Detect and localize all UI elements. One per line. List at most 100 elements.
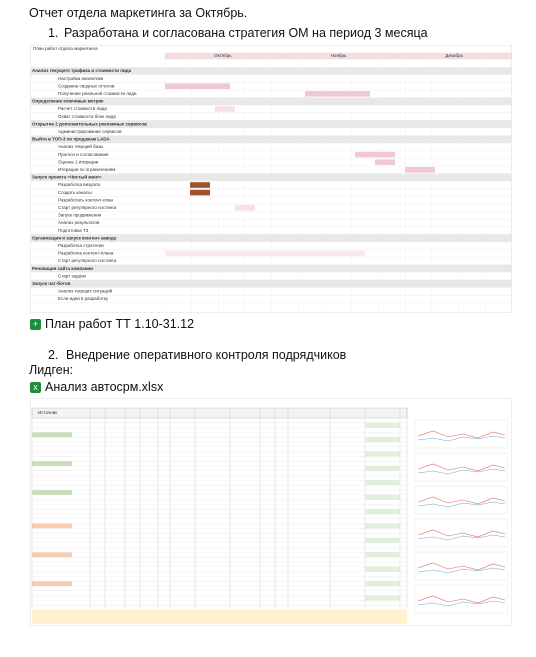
task-bar [305,91,370,97]
section-row [30,234,512,242]
link[interactable]: План работ ТТ 1.10-31.12 [45,317,195,331]
task-label: Анализ текущих ситуаций [58,288,113,294]
mini-line [417,567,506,574]
task-label: Создать каналы [58,190,92,195]
mini-line [417,534,506,541]
mini-line [417,468,506,475]
label: Лидген: [29,363,74,377]
task-bar [235,205,255,211]
header-cell: Источник [38,410,57,415]
task-label: Настройка аналитики [58,75,104,81]
task-label: Итерации по ограничениям [58,167,115,172]
task-label: Старт задачи [58,273,86,278]
highlight-cell [32,581,72,586]
section-row [30,280,512,288]
mini-line [417,435,506,442]
task-bar [190,182,210,188]
mini-line [417,501,506,508]
task-bar [355,151,395,158]
sheet-icon: + [30,319,41,330]
mini-line [417,463,506,472]
task-label: Запуск продвижения [58,213,102,218]
section-title: Организация и запуск контент-завода [32,235,117,240]
highlight-cell [32,461,72,466]
task-bar [215,106,235,112]
task-label: Администрирование сервисов [58,129,122,134]
highlight-cell [32,432,72,438]
value-cell [365,422,400,428]
sheet-image: Источник [30,398,512,626]
section-title: Запуск проекта «Чистый мент» [32,174,102,180]
highlight-cell [32,490,72,495]
task-bar [405,167,435,173]
mini-chart [414,485,508,515]
section-row [30,135,512,144]
highlight-cell [32,552,72,558]
title: Отчет отдела маркетинга за Октябрь. [29,6,248,20]
item-number: 1. [48,26,59,40]
value-cell [365,581,400,586]
month-label: Октябрь [214,53,232,58]
task-label: Получение реальной стоимости лида [58,90,137,96]
section-title: Выйти в ТОП-3 по продажам LADA [32,136,111,142]
mini-chart [414,419,508,449]
value-cell [365,480,400,486]
task-label: Расчет стоимости лида [58,106,107,111]
task-bar [165,83,230,89]
link[interactable]: Анализ автосрм.xlsx [45,380,164,394]
section-row [30,67,512,75]
task-bar [190,189,210,196]
value-cell [365,595,400,601]
task-label: Если идеи в разработку [58,296,109,301]
task-label: Разработка контент-плана [58,251,114,256]
gantt-image: План работ отдела маркетинга Октябрь Ноябр… [30,45,512,313]
mini-chart [414,452,508,482]
task-label: Создание сводных отчетов [58,83,115,88]
mini-chart [414,518,508,548]
value-cell [365,437,400,442]
task-label: Разработка стратегии [58,243,104,248]
section-title: Анализ текущего трафика и стоимости лида [32,67,132,73]
task-label: Анализ результатов [58,220,100,225]
mini-line [417,496,506,505]
section-row [30,173,512,182]
note-area [32,610,407,624]
month-label: Ноябрь [331,53,347,58]
mini-line [417,600,506,607]
task-label: Старт регулярного постинга [58,258,117,263]
value-cell [365,523,400,529]
highlight-cell [32,523,72,529]
task-bar [375,159,395,165]
value-cell [365,552,400,558]
mini-chart [414,584,508,614]
section-title: Запуск чат-ботов [32,280,71,286]
task-label: Оценка 1 итерации [58,159,99,164]
value-cell [365,494,400,500]
month-label: Декабрь [445,53,463,58]
mini-line [417,529,506,538]
gantt-heading: План работ отдела маркетинга [33,46,98,51]
value-cell [365,509,400,514]
value-cell [365,466,400,471]
mini-line [417,562,506,571]
task-label: Анализ текущей базы [58,143,103,149]
task-bar [165,250,365,257]
section-title: Открытие 2 дополнительных рекламных серв… [32,121,147,126]
task-label: Старт регулярного постинга [58,205,117,210]
task-label: Разработка визуала [58,182,100,187]
header-row [31,407,408,419]
section-title: Определение ключевых метрик [32,99,104,104]
mini-line [417,430,506,439]
value-cell [365,451,400,457]
value-cell [365,538,400,543]
task-label: Подготовка ТЗ [58,228,89,233]
section-row [30,120,512,128]
mini-line [417,595,506,604]
section-row [30,97,512,106]
sheet-icon: x [30,382,41,393]
item-number: 2. [48,348,59,362]
section-row [30,264,512,273]
task-label: Разработать контент-план [58,197,114,202]
task-label: Прогноз и согласование [58,152,109,157]
